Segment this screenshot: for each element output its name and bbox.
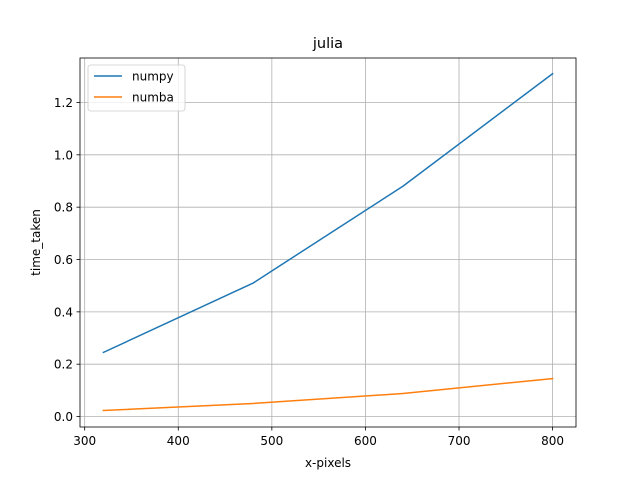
y-axis-label: time_taken — [29, 209, 43, 276]
grid — [80, 58, 576, 427]
y-tick-label: 1.0 — [54, 148, 73, 162]
x-tick-label: 800 — [541, 434, 564, 448]
x-tick-label: 700 — [448, 434, 471, 448]
series-line-numba — [102, 377, 554, 412]
x-tick-label: 500 — [260, 434, 283, 448]
chart-title: julia — [312, 36, 343, 52]
y-tick-label: 0.6 — [54, 253, 73, 267]
y-tick-label: 0.2 — [54, 358, 73, 372]
y-tick-label: 0.0 — [54, 410, 73, 424]
y-tick-label: 0.4 — [54, 305, 73, 319]
x-axis-label: x-pixels — [305, 456, 351, 470]
x-tick-label: 300 — [73, 434, 96, 448]
legend-label: numpy — [132, 70, 174, 84]
legend: numpy numba — [87, 64, 186, 112]
y-tick-label: 1.2 — [54, 96, 73, 110]
series-lines — [102, 72, 554, 412]
legend-label: numba — [132, 91, 174, 105]
x-tick-label: 400 — [167, 434, 190, 448]
y-tick-label: 0.8 — [54, 201, 73, 215]
x-tick-label: 600 — [354, 434, 377, 448]
x-axis-ticks: 300 400 500 600 700 800 — [73, 427, 564, 448]
y-axis-ticks: 0.0 0.2 0.4 0.6 0.8 1.0 1.2 — [54, 96, 80, 424]
plot-frame — [79, 57, 577, 428]
series-line-numpy — [102, 72, 554, 354]
